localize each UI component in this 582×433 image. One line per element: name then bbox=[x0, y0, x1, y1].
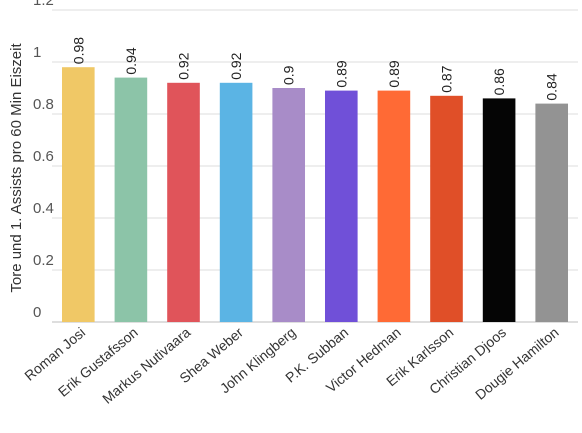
data-label: 0.89 bbox=[386, 60, 402, 87]
bar bbox=[114, 77, 148, 322]
data-label: 0.92 bbox=[228, 52, 244, 79]
bar bbox=[430, 95, 463, 322]
bar bbox=[61, 67, 95, 322]
bars bbox=[61, 67, 569, 323]
data-label: 0.86 bbox=[491, 68, 507, 95]
bar bbox=[219, 82, 253, 322]
y-tick-label: 0 bbox=[33, 304, 41, 321]
y-axis-label: Tore und 1. Assists pro 60 Min Eiszeit bbox=[8, 43, 25, 293]
data-label: 0.84 bbox=[544, 73, 560, 100]
y-tick-label: 0.8 bbox=[33, 96, 54, 113]
data-label: 0.9 bbox=[281, 65, 297, 85]
bar bbox=[324, 90, 358, 322]
bar bbox=[482, 98, 516, 323]
data-label: 0.92 bbox=[176, 52, 192, 79]
data-label: 0.87 bbox=[439, 65, 455, 92]
y-tick-label: 1.2 bbox=[33, 0, 54, 9]
data-label: 0.98 bbox=[70, 37, 86, 64]
bar bbox=[272, 88, 306, 322]
bar bbox=[535, 103, 569, 322]
y-tick-label: 1 bbox=[33, 44, 41, 61]
data-labels: 0.98 0.94 0.92 0.92 0.9 0.89 0.89 0.87 0.86 0.84 bbox=[70, 37, 559, 101]
y-axis-ticks: 0 0.2 0.4 0.6 0.8 1 1.2 bbox=[33, 0, 54, 321]
bar bbox=[377, 90, 411, 322]
y-tick-label: 0.6 bbox=[33, 148, 54, 165]
bar bbox=[167, 82, 200, 322]
data-label: 0.94 bbox=[123, 47, 139, 74]
category-label: Markus Nutivaara bbox=[99, 324, 193, 407]
y-tick-label: 0.2 bbox=[33, 252, 54, 269]
data-label: 0.89 bbox=[333, 60, 349, 87]
y-tick-label: 0.4 bbox=[33, 200, 54, 217]
